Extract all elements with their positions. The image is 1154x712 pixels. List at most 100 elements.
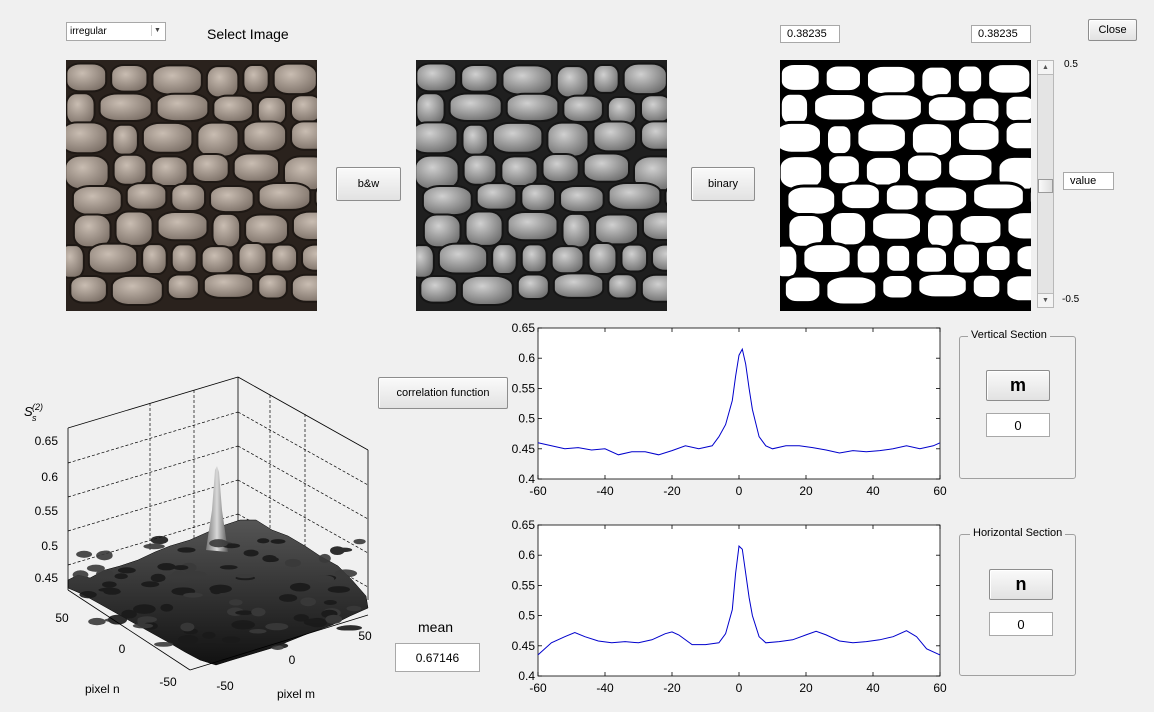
stone-shape	[237, 242, 268, 275]
surface-bump	[150, 535, 169, 545]
stone-shape	[870, 210, 924, 242]
vertical-m-button[interactable]: m	[986, 370, 1050, 401]
surface-bump	[107, 614, 128, 625]
stone-shape	[905, 152, 945, 184]
stone-shape	[71, 184, 123, 217]
vertical-section-svg: -60 -40 -20 0 20 40 60 0.4 0.45 0.5 0.55 0.6 0.65	[512, 321, 947, 498]
stone-shape	[98, 92, 153, 123]
z-axis-label-main: S	[24, 404, 33, 419]
stone-shape	[211, 212, 242, 249]
stone-shape	[257, 273, 288, 300]
stone-shape	[460, 274, 514, 306]
stone-shape	[475, 182, 518, 211]
stone-shape	[883, 182, 921, 213]
threshold-right-field[interactable]: 0.38235	[971, 25, 1031, 43]
slider-down-arrow[interactable]: ▼	[1038, 293, 1053, 307]
stone-shape	[170, 182, 207, 213]
y-tick-label: 0.6	[518, 351, 535, 365]
horizontal-n-button[interactable]: n	[989, 569, 1053, 600]
surface-bump	[141, 581, 160, 588]
stone-shape	[290, 120, 329, 151]
stone-shape	[501, 64, 553, 96]
horizontal-offset-field[interactable]: 0	[989, 612, 1053, 636]
slider-thumb[interactable]	[1038, 179, 1053, 194]
mean-value-field[interactable]: 0.67146	[395, 643, 480, 672]
surface-bump	[86, 564, 105, 572]
close-button[interactable]: Close	[1088, 19, 1137, 41]
stone-shape	[970, 272, 1003, 300]
stone-shape	[561, 212, 592, 249]
x-tick-label: -40	[596, 484, 614, 498]
y-tick-label: 0.45	[512, 639, 536, 653]
stone-shape	[232, 152, 280, 183]
slider-up-arrow[interactable]: ▲	[1038, 61, 1053, 75]
stone-shape	[562, 94, 604, 123]
bw-button[interactable]: b&w	[336, 167, 401, 201]
stone-shape	[520, 182, 557, 213]
surface-bump	[121, 609, 137, 619]
stone-shape	[824, 123, 854, 157]
stone-shape	[559, 184, 605, 214]
stone-shape	[110, 274, 164, 306]
stone-shape	[141, 243, 168, 276]
correlation-function-button[interactable]: correlation function	[378, 377, 508, 409]
stone-shape	[409, 244, 435, 279]
surface-bump	[334, 569, 358, 578]
original-image	[59, 60, 357, 311]
surface-bump	[327, 586, 351, 593]
plot-area	[537, 327, 941, 480]
surface-bump	[293, 614, 309, 622]
z-tick-label: 0.55	[35, 504, 59, 518]
stone-shape	[925, 212, 956, 249]
stone-shape	[59, 244, 85, 279]
y-tick-label: 0.65	[512, 518, 536, 532]
stone-shape	[289, 94, 322, 123]
surface-bump	[231, 620, 255, 630]
m-tick-label: 0	[289, 653, 296, 667]
surface-bump	[243, 549, 259, 557]
series-line	[537, 347, 941, 456]
surface-bump	[210, 586, 223, 595]
stone-shape	[651, 243, 691, 272]
threshold-slider[interactable]: ▲ ▼	[1037, 60, 1054, 308]
stone-shape	[607, 182, 662, 211]
surface-bump	[318, 553, 331, 563]
stone-shape	[785, 184, 838, 217]
vertical-offset-field[interactable]: 0	[986, 413, 1050, 437]
y-tick-label: 0.45	[512, 442, 536, 456]
stone-shape	[1003, 93, 1037, 124]
surface-bump	[251, 607, 266, 617]
binary-button[interactable]: binary	[691, 167, 755, 201]
stone-shape	[419, 274, 458, 304]
x-tick-label: -40	[596, 681, 614, 695]
x-tick-label: -20	[663, 681, 681, 695]
stone-shape	[491, 121, 544, 154]
stone-shape	[951, 241, 982, 276]
threshold-left-field[interactable]: 0.38235	[780, 25, 840, 43]
x-tick-label: 60	[933, 484, 947, 498]
y-tick-label: 0.55	[512, 381, 536, 395]
surface-bump	[338, 625, 363, 631]
image-select-dropdown[interactable]: irregular ▼	[66, 22, 166, 41]
surface-bump	[303, 618, 324, 626]
stone-shape	[986, 62, 1033, 96]
z-tick-label: 0.6	[41, 470, 58, 484]
horizontal-section-title: Horizontal Section	[970, 527, 1066, 539]
surface-bump	[209, 539, 228, 548]
stone-shape	[812, 91, 868, 123]
stone-shape	[461, 123, 489, 156]
stone-shape	[87, 242, 139, 275]
z-tick-label: 0.5	[41, 539, 58, 553]
stone-shape	[863, 154, 904, 188]
stone-shape	[594, 213, 639, 246]
stone-shape	[640, 120, 679, 151]
stone-shape	[914, 244, 950, 275]
stone-shape	[592, 63, 620, 94]
slider-value-field[interactable]: value	[1063, 172, 1114, 190]
stone-wall-color-image	[59, 60, 357, 311]
stone-shape	[880, 272, 915, 301]
stone-shape	[112, 153, 148, 186]
surface-bump	[197, 643, 220, 650]
y-tick-label: 0.55	[512, 578, 536, 592]
surface-bump	[132, 623, 154, 629]
